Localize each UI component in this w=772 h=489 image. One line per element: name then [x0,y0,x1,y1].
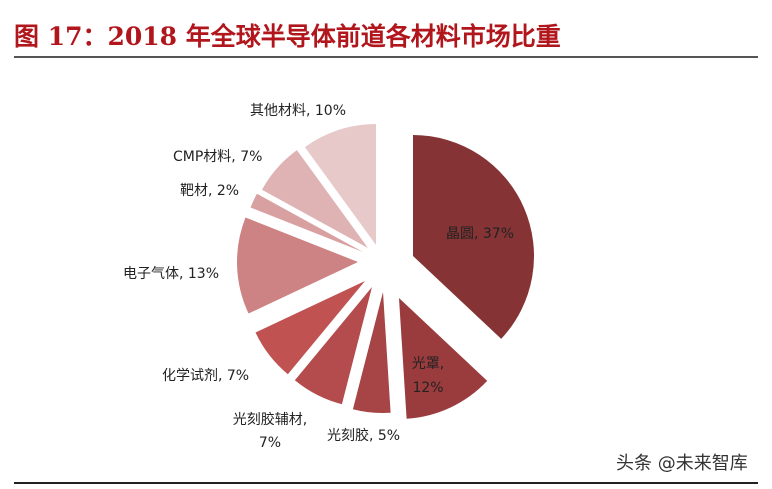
label-target: 靶材, 2% [180,183,240,199]
watermark: 头条 @未来智库 [616,453,748,474]
bottom-divider [14,482,758,484]
figure-title: 图 17：2018 年全球半导体前道各材料市场比重 [14,22,561,51]
title-divider [14,56,758,58]
label-mask-2: 12% [412,380,444,396]
pie-slice-8 [304,124,376,245]
label-electronic-gas: 电子气体, 13% [123,266,220,282]
label-mask-1: 光罩, [411,356,445,372]
pie-slice-4 [255,281,365,375]
label-photoresist-aux-2: 7% [258,435,282,451]
pie-slice-2 [352,292,391,413]
pie-slice-7 [261,150,368,248]
pie-slice-0 [413,135,535,339]
pie-slice-3 [294,287,372,405]
pie-slice-1 [399,298,488,419]
pie-slice-6 [250,193,363,252]
label-cmp: CMP材料, 7% [173,149,263,165]
label-photoresist-aux-1: 光刻胶辅材, [232,412,308,428]
label-wafer: 晶圆, 37% [446,226,515,242]
pie-slice-5 [237,217,358,314]
label-wet-chemicals: 化学试剂, 7% [162,368,250,384]
label-other: 其他材料, 10% [250,103,347,119]
label-photoresist: 光刻胶, 5% [327,428,401,444]
